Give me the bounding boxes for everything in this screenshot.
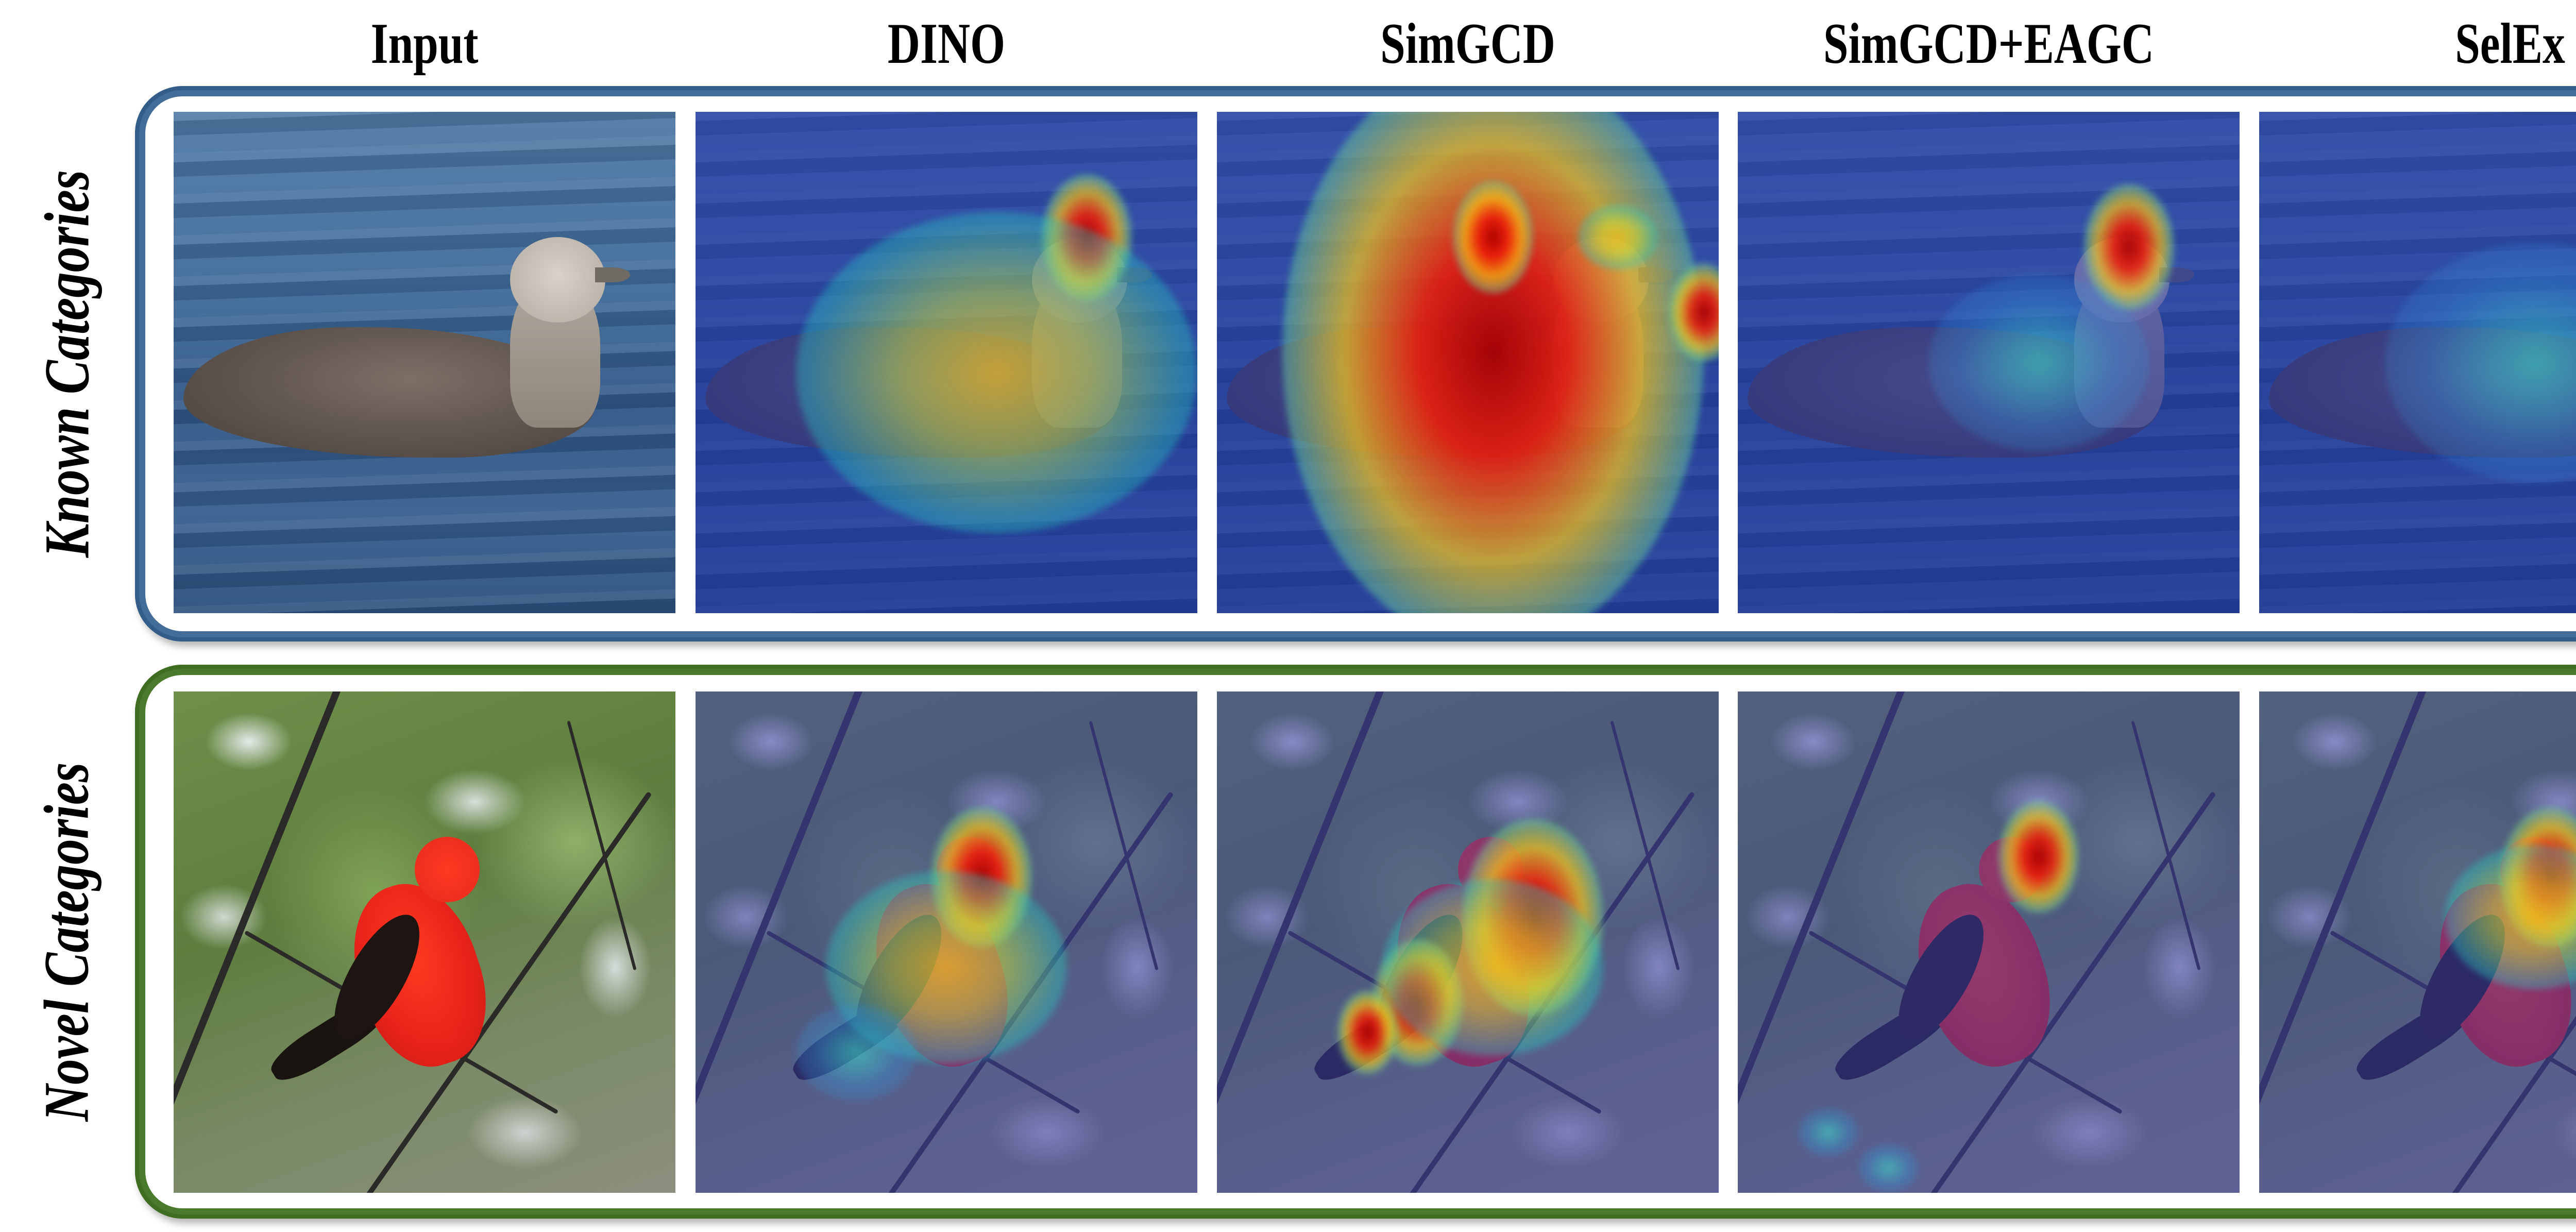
heatmap-hotspot-red (1998, 801, 2079, 914)
known-panel-input (174, 112, 675, 613)
novel-panel-simgcd-eagc (1738, 691, 2240, 1193)
heatmap-hotspot-yellow (1578, 205, 1659, 269)
novel-panel-selex (2259, 691, 2576, 1193)
column-header-input: Input (370, 12, 479, 76)
novel-panel-simgcd (1217, 691, 1719, 1193)
column-header-dino: DINO (887, 12, 1006, 76)
row-label-novel-text: Novel Categories (31, 762, 102, 1122)
column-header-simgcd: SimGCD (1380, 12, 1555, 76)
column-header-selex: SelEx (2455, 12, 2565, 76)
gull-head-shape (510, 237, 605, 323)
known-panel-simgcd (1217, 112, 1719, 613)
row-label-known: Known Categories (0, 86, 134, 642)
novel-panel-input (174, 691, 675, 1193)
novel-panel-dino (696, 691, 1197, 1193)
tanager-head-shape (414, 837, 480, 902)
heatmap-hotspot-red (1337, 990, 1398, 1075)
column-header-simgcd-eagc: SimGCD+EAGC (1823, 12, 2154, 76)
row-label-known-text: Known Categories (31, 170, 103, 558)
heatmap-hotspot-red (1452, 181, 1533, 294)
row-label-novel: Novel Categories (0, 665, 134, 1219)
known-panel-simgcd-eagc (1738, 112, 2240, 613)
heatmap-hotspot-cyan (795, 1004, 917, 1101)
heatmap-hotspot-yellow (795, 212, 1197, 533)
gull-beak-shape (595, 267, 631, 282)
heatmap-hotspot-yellow (1382, 879, 1603, 1056)
known-panel-selex (2259, 112, 2576, 613)
heatmap-hotspot-cyan (1798, 1108, 1858, 1157)
known-panel-dino (696, 112, 1197, 613)
heatmap-hotspot-cyan (1858, 1143, 1919, 1192)
heatmap-hotspot-cyan (1928, 274, 2149, 451)
